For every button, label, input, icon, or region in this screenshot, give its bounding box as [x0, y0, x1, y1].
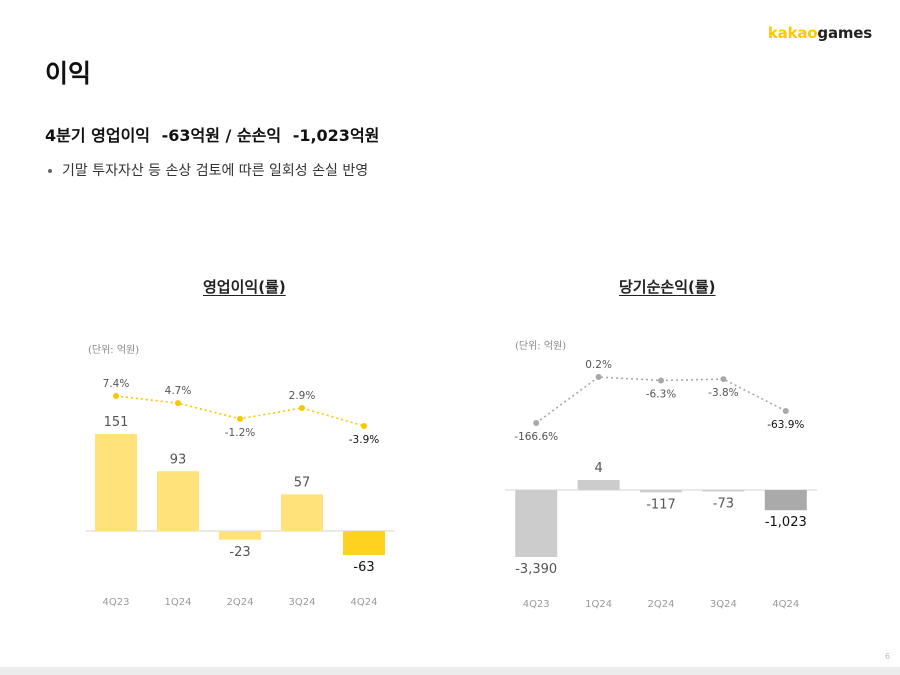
kakaogames-logo: kakaogames	[768, 24, 872, 42]
op-unit-label: (단위: 억원)	[88, 345, 140, 356]
net-margin-label: 0.2%	[585, 359, 612, 371]
page-title: 이익	[45, 59, 92, 88]
net-unit-label: (단위: 억원)	[515, 341, 567, 352]
op-bar-value-label: 93	[170, 452, 187, 467]
op-bar-value-label: 151	[104, 415, 129, 430]
op-margin-point	[361, 423, 367, 429]
net-bar	[764, 490, 807, 511]
net-bar-value-label: 4	[594, 461, 602, 476]
op-margin-point	[299, 404, 305, 411]
net-margin-point	[782, 408, 789, 414]
net-margin-point	[533, 420, 540, 426]
net-margin-label: -3.8%	[708, 387, 738, 399]
net-category-label: 3Q24	[710, 599, 737, 610]
op-bar-value-label: -63	[353, 560, 374, 575]
headline-op-value: -63억원 / 순손익	[161, 126, 282, 145]
op-category-label: 4Q23	[103, 597, 130, 608]
net-bar-value-label: -3,390	[515, 562, 557, 577]
net-category-label: 4Q23	[523, 599, 550, 610]
logo-text-games: games	[817, 24, 872, 42]
headline: 4분기 영업이익 -63억원 / 순손익 -1,023억원	[45, 122, 385, 146]
logo-text-kakao: kakao	[767, 24, 818, 42]
op-category-label: 4Q24	[351, 597, 378, 608]
op-bar-value-label: -23	[229, 545, 250, 560]
page-number: 6	[884, 652, 890, 661]
op-chart-title: 영업이익(률)	[203, 278, 286, 296]
net-chart-title: 당기순손익(률)	[619, 278, 716, 296]
op-category-label: 2Q24	[227, 597, 254, 608]
op-category-label: 3Q24	[289, 597, 316, 608]
net-category-label: 2Q24	[648, 599, 675, 610]
bullet-note: 기말 투자자산 등 손상 검토에 따른 일회성 손실 반영	[48, 160, 368, 180]
net-category-label: 1Q24	[585, 599, 612, 610]
op-margin-label: -1.2%	[225, 427, 255, 439]
op-bar	[95, 434, 137, 531]
net-bar-value-label: -1,023	[765, 515, 807, 530]
net-bar	[515, 490, 558, 557]
net-margin-point	[595, 374, 602, 380]
op-margin-label: 7.4%	[103, 378, 130, 390]
net-margin-point	[658, 377, 664, 384]
op-margin-point	[237, 415, 243, 422]
op-margin-label: -3.9%	[349, 434, 379, 446]
op-margin-label: 4.7%	[165, 385, 192, 397]
net-bar	[640, 490, 682, 493]
op-margin-point	[175, 400, 181, 407]
net-margin-label: -6.3%	[646, 388, 676, 400]
net-bar-value-label: -73	[713, 496, 734, 511]
op-bar	[157, 471, 199, 531]
bullet-dot-icon	[48, 169, 52, 173]
net-bar-value-label: -117	[646, 497, 676, 512]
headline-net-value: -1,023억원	[292, 126, 380, 145]
op-bar	[281, 494, 323, 531]
op-margin-label: 2.9%	[289, 390, 316, 402]
footer-bar	[0, 667, 900, 675]
net-margin-point	[720, 376, 727, 383]
net-category-label: 4Q24	[772, 599, 799, 610]
net-bar	[577, 480, 620, 490]
op-margin-point	[113, 393, 119, 399]
bullet-text: 기말 투자자산 등 손상 검토에 따른 일회성 손실 반영	[62, 163, 369, 179]
op-category-label: 1Q24	[165, 597, 192, 608]
op-bar	[219, 531, 261, 540]
op-bar-value-label: 57	[294, 475, 311, 490]
headline-label: 4분기 영업이익	[45, 126, 151, 145]
net-margin-label: -63.9%	[767, 419, 804, 431]
net-bar	[702, 490, 745, 492]
net-margin-label: -166.6%	[514, 431, 558, 443]
op-bar	[343, 531, 385, 555]
